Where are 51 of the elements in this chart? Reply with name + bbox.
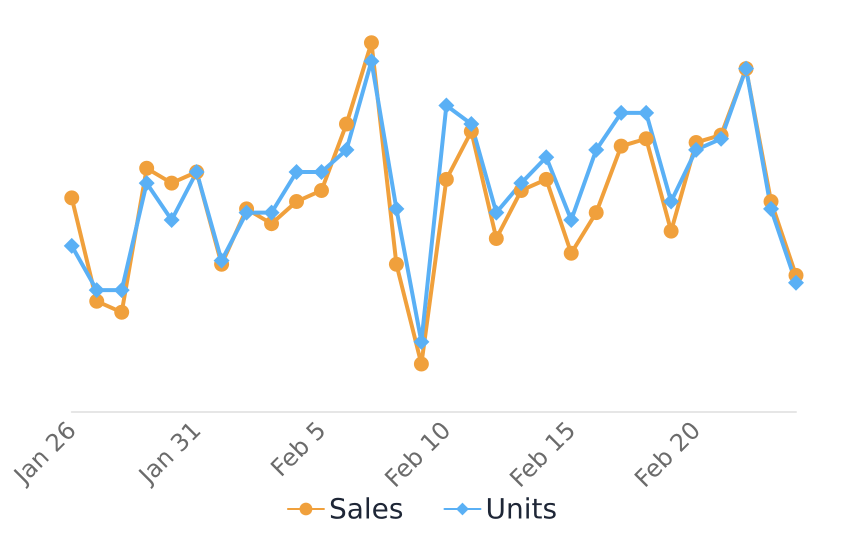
point [563, 212, 580, 228]
point [388, 200, 404, 217]
point [289, 194, 304, 210]
legend-label: Sales [328, 492, 404, 526]
point [364, 35, 379, 50]
x-tick-label: Jan 26 [7, 416, 82, 490]
point [638, 131, 654, 146]
x-tick-label: Feb 20 [629, 416, 706, 493]
point [638, 104, 654, 121]
point [438, 172, 454, 187]
point [538, 149, 554, 166]
point [64, 238, 80, 254]
point [64, 190, 80, 206]
point [214, 252, 230, 269]
point [763, 200, 780, 217]
x-tick-label: Jan 31 [132, 416, 207, 490]
point [164, 176, 180, 191]
legend-label: Units [485, 492, 558, 526]
x-tick-label: Feb 5 [265, 416, 332, 482]
point [114, 282, 130, 298]
point [488, 230, 504, 246]
point [488, 204, 504, 221]
point [688, 142, 704, 158]
point [588, 205, 604, 220]
point [114, 304, 130, 320]
point [664, 224, 679, 239]
point [89, 294, 104, 309]
point [388, 256, 404, 272]
point [338, 142, 354, 158]
x-tick-label: Feb 10 [379, 416, 456, 493]
point [264, 204, 280, 221]
point [414, 356, 429, 372]
point [613, 104, 630, 121]
point [238, 204, 255, 221]
point [139, 160, 154, 176]
x-tick-label: Feb 15 [504, 416, 582, 493]
point [314, 182, 329, 198]
point [614, 138, 629, 154]
point [713, 130, 730, 147]
point [538, 172, 554, 187]
point [88, 282, 105, 298]
point [438, 98, 454, 114]
point [164, 212, 180, 228]
point [338, 116, 354, 132]
point [788, 274, 804, 291]
point [138, 175, 155, 192]
point [663, 194, 680, 210]
point [588, 142, 604, 158]
point [513, 175, 530, 192]
point [564, 246, 579, 261]
point [463, 116, 480, 132]
